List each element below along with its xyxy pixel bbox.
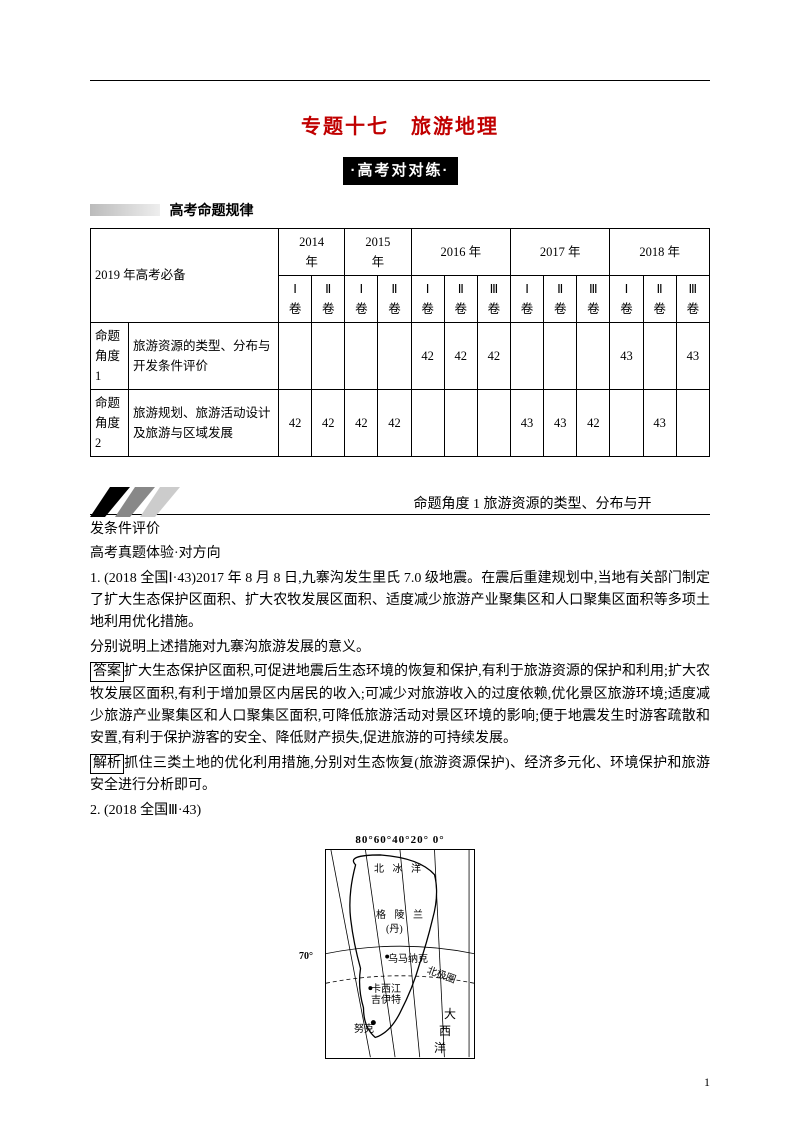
q1-ask: 分别说明上述措施对九寨沟旅游发展的意义。 — [90, 637, 710, 659]
table-head-year: 2014 年 — [279, 228, 345, 275]
cell: 42 — [411, 322, 444, 389]
cell: 42 — [378, 389, 411, 456]
angle-title: 命题角度 1 旅游资源的类型、分布与开 — [414, 497, 652, 512]
top-rule — [90, 80, 710, 81]
map-label-kasi2: 吉伊特 — [371, 993, 401, 1009]
table-head-vol: Ⅲ 卷 — [577, 275, 610, 322]
cell — [312, 322, 345, 389]
q2-head: 2. (2018 全国Ⅲ·43) — [90, 800, 710, 822]
cell — [444, 389, 477, 456]
answer-label: 答案 — [90, 662, 124, 682]
angle-cell: 命题 角度 1 — [91, 322, 129, 389]
map-coords: 80°60°40°20° 0° — [90, 832, 710, 850]
table-head-vol: Ⅲ 卷 — [676, 275, 709, 322]
cell: 43 — [676, 322, 709, 389]
section-label: 高考命题规律 — [170, 199, 254, 221]
explain-label: 解析 — [90, 754, 124, 774]
cell — [610, 389, 643, 456]
map-label-atl3: 洋 — [434, 1039, 446, 1058]
cell: 42 — [345, 389, 378, 456]
cell — [411, 389, 444, 456]
table-row: 命题 角度 1 旅游资源的类型、分布与开发条件评价 42 42 42 43 43 — [91, 322, 710, 389]
table-head-vol: Ⅱ 卷 — [643, 275, 676, 322]
angle-banner: 命题角度 1 旅游资源的类型、分布与开 — [90, 487, 710, 515]
map-label-nuuk: 努克 — [354, 1022, 374, 1038]
cell — [676, 389, 709, 456]
cell — [279, 322, 312, 389]
map-label-arctic: 北 冰 洋 — [374, 862, 424, 878]
cell — [510, 322, 543, 389]
table-row: 2019 年高考必备 2014 年 2015 年 2016 年 2017 年 2… — [91, 228, 710, 275]
table-head-vol: Ⅱ 卷 — [444, 275, 477, 322]
cell — [345, 322, 378, 389]
sub-section: 高考真题体验·对方向 — [90, 543, 710, 565]
cell — [477, 389, 510, 456]
explain-para: 解析抓住三类土地的优化利用措施,分别对生态恢复(旅游资源保护)、经济多元化、环境… — [90, 753, 710, 798]
answer-text: 扩大生态保护区面积,可促进地震后生态环境的恢复和保护,有利于旅游资源的保护和利用… — [90, 664, 710, 746]
explain-text: 抓住三类土地的优化利用措施,分别对生态恢复(旅游资源保护)、经济多元化、环境保护… — [90, 756, 710, 793]
table-head-vol: Ⅰ 卷 — [610, 275, 643, 322]
section-label-wrap: 高考命题规律 — [90, 199, 710, 222]
slash-icon — [90, 487, 200, 517]
cell — [544, 322, 577, 389]
table-head-vol: Ⅱ 卷 — [378, 275, 411, 322]
cell: 42 — [444, 322, 477, 389]
cell: 43 — [610, 322, 643, 389]
map-wrap: 80°60°40°20° 0° 70° 北 冰 洋 格 — [90, 832, 710, 1068]
cell: 43 — [643, 389, 676, 456]
table-head-year: 2015 年 — [345, 228, 411, 275]
topic-cell: 旅游规划、旅游活动设计及旅游与区域发展 — [129, 389, 279, 456]
cell: 42 — [279, 389, 312, 456]
table-head-year: 2017 年 — [510, 228, 609, 275]
cell: 42 — [577, 389, 610, 456]
cell: 42 — [477, 322, 510, 389]
table-head-vol: Ⅱ 卷 — [312, 275, 345, 322]
cell: 42 — [312, 389, 345, 456]
map-lat-70: 70° — [299, 949, 313, 965]
cell: 43 — [510, 389, 543, 456]
table-head-vol: Ⅱ 卷 — [544, 275, 577, 322]
q1-head: 1. (2018 全国Ⅰ·43)2017 年 8 月 8 日,九寨沟发生里氏 7… — [90, 568, 710, 635]
table-head-vol: Ⅲ 卷 — [477, 275, 510, 322]
map-box: 北 冰 洋 格 陵 兰 (丹) 乌马纳克 北极圈 卡西江 吉伊特 努克 大 西 … — [325, 849, 475, 1059]
subhead: ·高考对对练· — [343, 157, 458, 185]
map-label-uummannaq: 乌马纳克 — [388, 952, 428, 968]
cell — [378, 322, 411, 389]
page-number: 1 — [704, 1073, 710, 1092]
exam-table: 2019 年高考必备 2014 年 2015 年 2016 年 2017 年 2… — [90, 228, 710, 457]
map-label-denmark: (丹) — [386, 922, 403, 938]
answer-para: 答案扩大生态保护区面积,可促进地震后生态环境的恢复和保护,有利于旅游资源的保护和… — [90, 661, 710, 751]
main-title: 专题十七 旅游地理 — [90, 111, 710, 143]
section-grey-bar — [90, 204, 160, 216]
table-head-year: 2018 年 — [610, 228, 710, 275]
angle-cell: 命题 角度 2 — [91, 389, 129, 456]
topic-cell: 旅游资源的类型、分布与开发条件评价 — [129, 322, 279, 389]
table-head-main: 2019 年高考必备 — [91, 228, 279, 322]
table-head-year: 2016 年 — [411, 228, 510, 275]
table-head-vol: Ⅰ 卷 — [411, 275, 444, 322]
table-head-vol: Ⅰ 卷 — [510, 275, 543, 322]
table-row: 命题 角度 2 旅游规划、旅游活动设计及旅游与区域发展 42 42 42 42 … — [91, 389, 710, 456]
cell — [577, 322, 610, 389]
cell: 43 — [544, 389, 577, 456]
subhead-wrap: ·高考对对练· — [90, 157, 710, 185]
angle-title-cont: 发条件评价 — [90, 519, 710, 541]
table-head-vol: Ⅰ 卷 — [279, 275, 312, 322]
cell — [643, 322, 676, 389]
table-head-vol: Ⅰ 卷 — [345, 275, 378, 322]
